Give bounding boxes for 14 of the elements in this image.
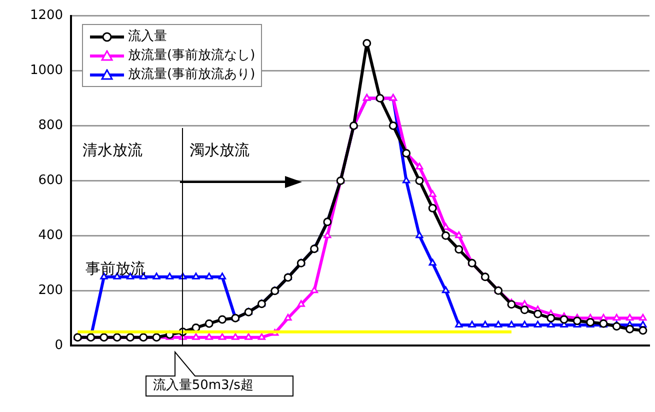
y-tick-label: 1200	[30, 8, 64, 24]
annotation: 清水放流	[82, 140, 143, 159]
y-tick-label: 0	[54, 338, 64, 353]
y-tick-label: 400	[38, 228, 64, 244]
y-tick-label: 600	[38, 173, 64, 188]
y-tick-label: 800	[38, 118, 64, 134]
y-tick-label: 1000	[30, 63, 64, 78]
annotation: 濁水放流	[190, 140, 250, 159]
y-tick-label: 200	[38, 283, 64, 298]
legend-label: 放流量(事前放流あり)	[128, 66, 256, 84]
legend-label: 放流量(事前放流なし)	[128, 47, 256, 65]
annotation: 事前放流	[86, 260, 146, 278]
legend-label: 流入量	[128, 28, 167, 46]
text: 流入量50m3/s超	[152, 376, 254, 393]
